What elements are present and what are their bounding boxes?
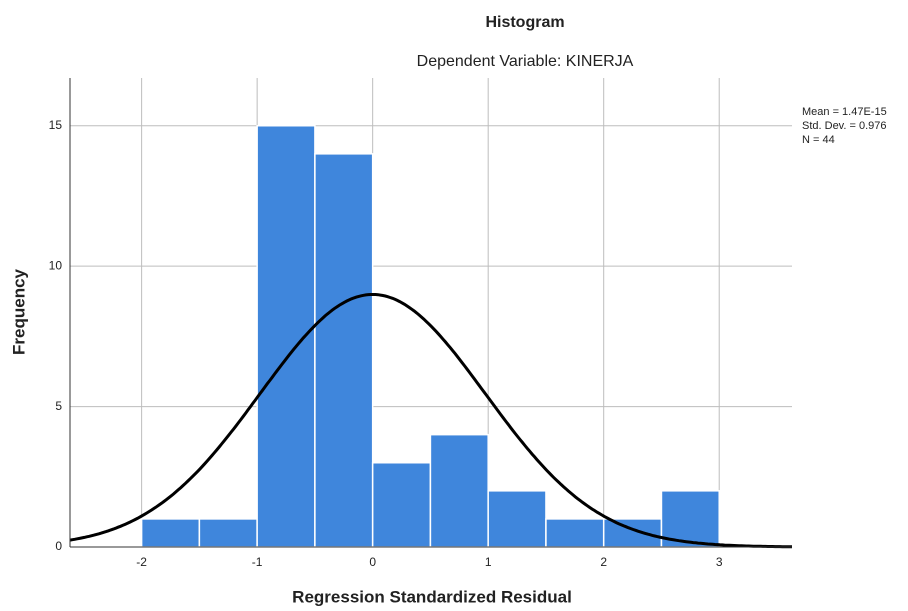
bar [373, 463, 431, 547]
chart-subtitle: Dependent Variable: KINERJA [417, 53, 634, 70]
stat-mean: Mean = 1.47E-15 [802, 106, 887, 118]
bar [604, 519, 662, 547]
stat-n: N = 44 [802, 134, 835, 146]
x-tick-label: -2 [136, 555, 147, 569]
bar [430, 435, 488, 547]
x-tick-label: 0 [369, 555, 376, 569]
chart-title: Histogram [485, 14, 564, 31]
bar [488, 491, 546, 547]
y-tick-label: 15 [49, 118, 63, 132]
x-tick-label: 1 [485, 555, 492, 569]
bar [546, 519, 604, 547]
y-axis-label: Frequency [9, 268, 28, 355]
x-tick-label: -1 [252, 555, 263, 569]
x-tick-label: 2 [600, 555, 607, 569]
x-axis-label: Regression Standardized Residual [292, 587, 572, 606]
bar [199, 519, 257, 547]
y-tick-label: 10 [49, 258, 63, 272]
stat-std: Std. Dev. = 0.976 [802, 120, 887, 132]
chart: Histogram Dependent Variable: KINERJA Re… [0, 0, 908, 611]
bar [315, 154, 373, 547]
y-tick-label: 0 [55, 539, 62, 553]
y-tick-label: 5 [55, 399, 62, 413]
x-tick-label: 3 [716, 555, 723, 569]
bar [142, 519, 200, 547]
